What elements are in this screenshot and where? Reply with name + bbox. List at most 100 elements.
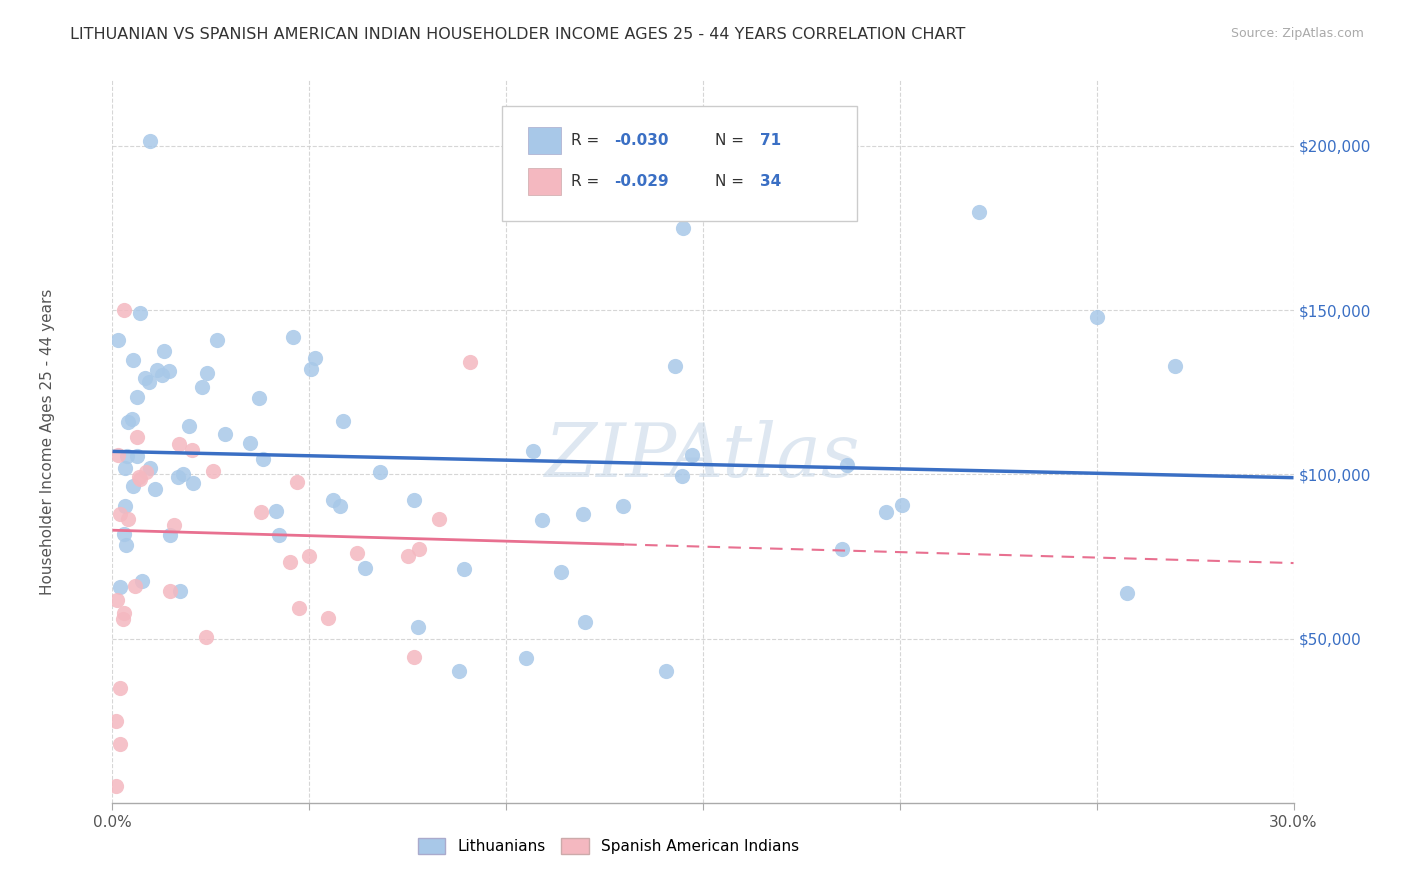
Point	[252, 451, 274, 466]
Text: 71: 71	[759, 133, 780, 148]
Point	[269, 527, 291, 541]
Point	[1085, 310, 1108, 324]
Point	[1164, 359, 1187, 373]
Point	[169, 437, 191, 451]
Point	[672, 221, 695, 235]
Point	[353, 561, 375, 575]
Point	[1116, 586, 1139, 600]
Point	[181, 476, 204, 491]
Point	[522, 444, 544, 458]
Text: R =: R =	[571, 174, 603, 189]
Text: N =: N =	[714, 174, 744, 189]
Point	[654, 665, 676, 679]
Text: R =: R =	[571, 133, 603, 148]
Point	[346, 546, 368, 560]
Point	[115, 449, 138, 463]
Point	[135, 465, 157, 479]
Text: 34: 34	[759, 174, 780, 189]
Point	[112, 612, 135, 626]
Point	[159, 528, 181, 542]
Point	[177, 418, 200, 433]
Point	[105, 592, 128, 607]
Point	[150, 368, 173, 383]
Point	[316, 611, 339, 625]
Point	[304, 351, 326, 366]
Point	[238, 436, 260, 450]
Point	[190, 380, 212, 394]
Point	[172, 467, 194, 481]
Point	[396, 549, 419, 564]
Point	[299, 361, 322, 376]
Point	[288, 601, 311, 615]
Point	[108, 581, 131, 595]
Point	[408, 541, 430, 556]
Point	[125, 449, 148, 463]
Point	[145, 362, 167, 376]
Point	[194, 630, 217, 644]
Point	[453, 562, 475, 576]
Point	[368, 465, 391, 479]
Point	[139, 134, 162, 148]
Point	[157, 364, 180, 378]
Point	[166, 470, 188, 484]
Text: LITHUANIAN VS SPANISH AMERICAN INDIAN HOUSEHOLDER INCOME AGES 25 - 44 YEARS CORR: LITHUANIAN VS SPANISH AMERICAN INDIAN HO…	[70, 27, 966, 42]
Point	[329, 500, 352, 514]
Point	[127, 429, 149, 443]
Point	[134, 370, 156, 384]
Point	[550, 565, 572, 579]
Point	[875, 505, 897, 519]
Point	[281, 330, 304, 344]
Point	[515, 651, 537, 665]
Point	[131, 574, 153, 588]
Point	[671, 468, 693, 483]
Point	[124, 579, 146, 593]
FancyBboxPatch shape	[502, 105, 856, 221]
Text: N =: N =	[714, 133, 744, 148]
Point	[332, 414, 354, 428]
Point	[427, 511, 450, 525]
Text: Householder Income Ages 25 - 44 years: Householder Income Ages 25 - 44 years	[39, 288, 55, 595]
Text: -0.030: -0.030	[614, 133, 669, 148]
Point	[169, 584, 191, 599]
Point	[449, 665, 471, 679]
Text: -0.029: -0.029	[614, 174, 669, 189]
Point	[114, 606, 136, 620]
Point	[114, 461, 136, 475]
Point	[112, 303, 135, 318]
Point	[664, 359, 686, 373]
Point	[110, 681, 132, 695]
Point	[201, 464, 224, 478]
Point	[128, 470, 150, 484]
Point	[162, 517, 184, 532]
Point	[121, 479, 143, 493]
Point	[195, 366, 218, 380]
Point	[402, 649, 425, 664]
Point	[112, 526, 135, 541]
Bar	[529, 168, 561, 195]
Point	[138, 375, 160, 389]
Point	[105, 714, 128, 728]
Text: ZIPAtlas: ZIPAtlas	[546, 420, 860, 492]
Point	[115, 538, 138, 552]
Point	[831, 541, 853, 556]
Point	[967, 204, 990, 219]
Point	[121, 411, 143, 425]
Point	[531, 513, 554, 527]
Point	[145, 483, 167, 497]
Point	[117, 415, 139, 429]
Point	[572, 508, 595, 522]
Point	[105, 780, 128, 794]
Point	[153, 344, 176, 359]
Point	[214, 426, 236, 441]
Point	[247, 392, 270, 406]
Point	[181, 442, 204, 457]
Point	[574, 615, 596, 630]
Point	[890, 498, 912, 512]
Point	[404, 492, 426, 507]
Point	[159, 583, 181, 598]
Point	[612, 499, 634, 513]
Point	[114, 500, 136, 514]
Point	[107, 333, 129, 347]
Point	[129, 306, 152, 320]
Point	[110, 737, 132, 751]
